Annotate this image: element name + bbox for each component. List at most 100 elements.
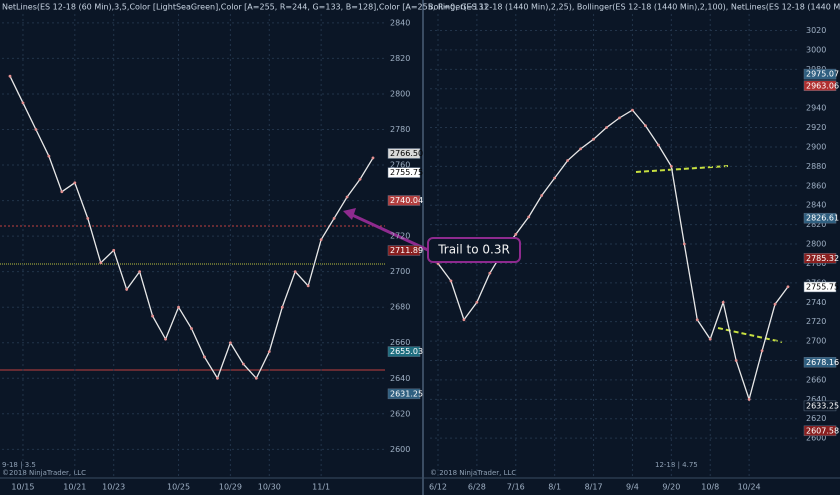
price-point [21,101,25,105]
price-label: 2740.04 [390,196,423,205]
price-label-box [803,281,837,293]
price-label: 2826.61 [806,214,839,223]
y-tick-label: 2800 [806,240,826,249]
price-point [669,164,673,168]
y-tick-label: 2700 [390,267,410,276]
price-label: 2607.58 [806,426,839,435]
price-point [60,190,64,194]
price-label-box [803,212,837,224]
annotation-text: Trail to 0.3R [437,243,510,257]
price-label-box [387,245,421,256]
price-label: 2755.75 [390,168,423,177]
price-label-box [387,167,421,178]
price-point [112,248,116,252]
price-label: 2631.25 [390,389,423,398]
price-point [203,355,206,359]
price-point [747,397,751,401]
annotation-arrow [349,212,429,252]
price-point [345,195,349,199]
x-tick-label: 10/24 [738,483,761,492]
price-label-box [803,80,837,92]
x-tick-label: 10/15 [11,483,34,492]
price-point [786,285,790,289]
x-tick-label: 10/25 [167,483,190,492]
y-tick-label: 3020 [806,26,826,35]
price-point [267,350,271,354]
y-tick-label: 2640 [806,395,826,404]
price-point [177,305,180,309]
x-tick-label: 10/8 [701,483,719,492]
x-tick-label: 8/1 [548,483,561,492]
price-point [605,126,608,129]
price-label-box [387,195,421,206]
x-tick-label: 10/21 [63,483,86,492]
price-point [332,216,336,220]
y-tick-label: 2720 [806,317,826,326]
price-point [73,181,77,185]
price-point [241,362,245,366]
price-point [8,74,12,78]
y-tick-label: 2660 [806,375,826,384]
x-tick-label: 7/16 [507,483,525,492]
annotation-box [427,237,521,263]
price-point [695,318,699,322]
price-point [708,337,712,341]
y-tick-label: 2820 [806,220,826,229]
price-label-box [803,68,837,80]
x-tick-label: 8/17 [585,483,603,492]
y-tick-label: 2860 [806,181,826,190]
price-point [254,376,258,380]
y-tick-label: 2660 [390,338,410,347]
price-label: 2678.16 [806,358,839,367]
y-tick-label: 2840 [390,18,410,27]
price-label-box [803,425,837,437]
y-tick-label: 2840 [806,201,826,210]
price-point [462,318,466,322]
price-point [371,156,375,160]
y-tick-label: 2620 [806,414,826,423]
price-point [631,108,634,112]
x-tick-label: 11/1 [312,483,330,492]
x-tick-label: 9/20 [662,483,680,492]
price-point [760,349,764,353]
price-point [618,116,621,120]
left-footer: ©2018 NinjaTrader, LLC [2,469,86,477]
right-contract: 12-18 | 4.75 [655,461,698,469]
y-tick-label: 2780 [390,125,410,134]
y-tick-label: 2720 [390,232,410,241]
price-point [527,215,531,219]
price-point [721,300,725,304]
y-tick-label: 2920 [806,123,826,132]
price-label-box [803,253,837,264]
price-point [734,359,738,362]
price-point [540,194,544,197]
price-label-box [387,148,421,159]
right-header: Bollinger(ES 12-18 (1440 Min),2,25), Bol… [428,3,840,12]
price-point [86,216,90,220]
price-point [319,238,323,242]
y-tick-label: 2900 [806,142,826,151]
price-point [682,242,686,246]
price-point [644,124,647,128]
right-footer: © 2018 NinjaTrader, LLC [430,469,516,477]
y-tick-label: 2880 [806,162,826,171]
price-point [553,176,557,180]
price-point [592,137,595,141]
price-point [138,270,142,274]
price-label-box [387,388,421,400]
price-label: 2711.89 [390,246,423,255]
price-point [228,341,232,345]
y-tick-label: 2820 [390,54,410,63]
price-label: 2963.06 [806,81,839,90]
price-point [293,270,297,274]
trend-line [717,327,783,343]
price-point [449,279,453,283]
price-point [488,271,492,275]
price-point [306,284,310,288]
y-tick-label: 2760 [390,161,410,170]
x-tick-label: 6/12 [429,483,447,492]
price-label: 2785.32 [806,254,839,263]
x-tick-label: 6/28 [468,483,486,492]
price-point [216,376,219,380]
